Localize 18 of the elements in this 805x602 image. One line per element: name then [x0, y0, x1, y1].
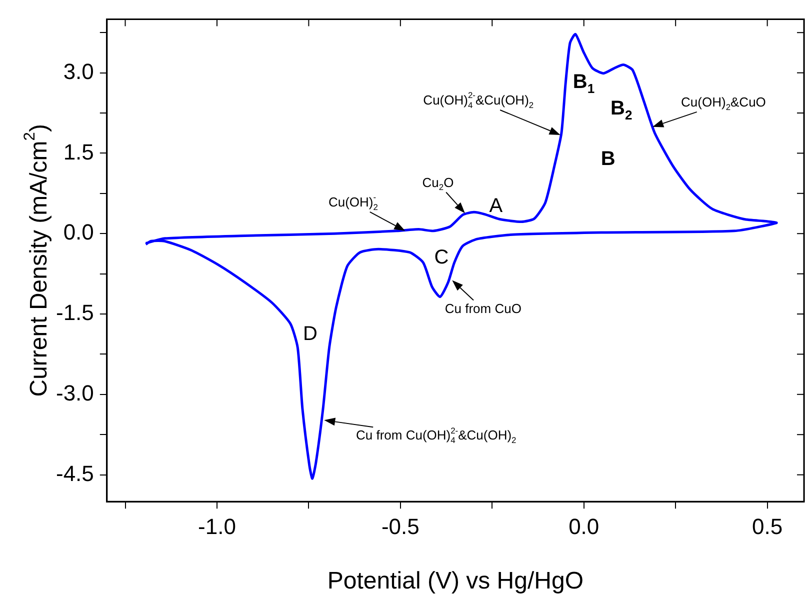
annotation: D	[302, 323, 318, 346]
x-tick-label: -1.0	[198, 514, 236, 539]
y-axis-title: Current Density (mA/cm2)	[22, 124, 53, 397]
y-tick-label: 0.0	[63, 220, 94, 245]
y-tick-label: 3.0	[63, 58, 94, 84]
x-axis-title: Potential (V) vs Hg/HgO	[327, 568, 584, 595]
x-tick-label: 0.0	[568, 514, 600, 539]
annotation: B	[600, 148, 616, 170]
y-tick-label: -4.5	[56, 460, 94, 486]
line-series	[144, 32, 778, 480]
annotation: C	[434, 246, 449, 269]
annotation: Cu from CuO	[444, 300, 522, 316]
y-tick-label: -3.0	[56, 380, 94, 406]
y-tick-label: -1.5	[56, 300, 94, 326]
x-tick-label: -0.5	[381, 514, 420, 539]
y-tick-label: 1.5	[63, 139, 94, 164]
x-tick-label: 0.5	[752, 514, 783, 539]
annotation: A	[489, 194, 504, 217]
